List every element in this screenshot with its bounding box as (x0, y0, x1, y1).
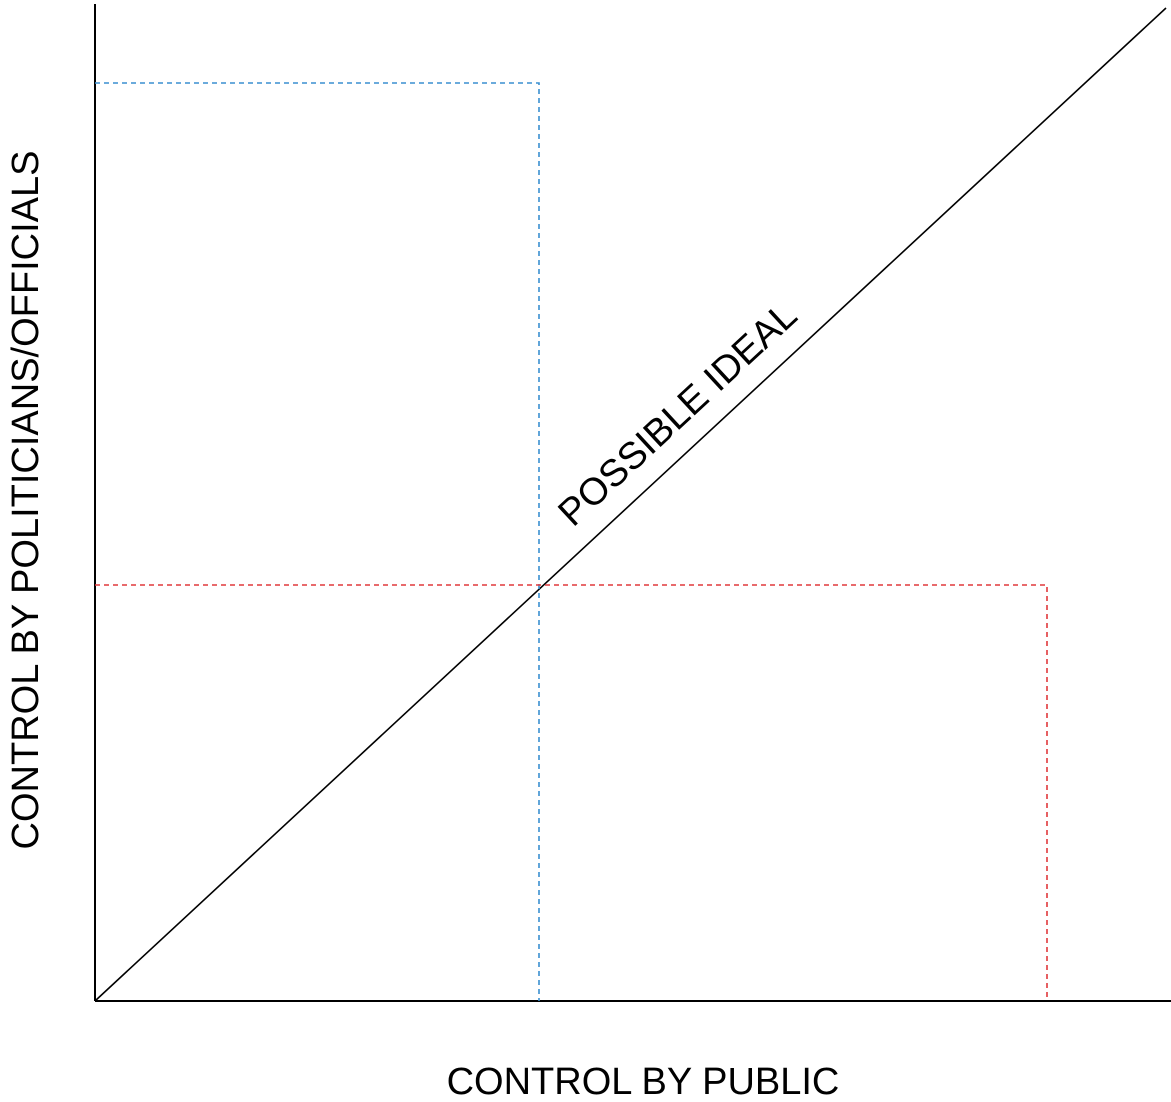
x-axis-label: CONTROL BY PUBLIC (447, 1061, 840, 1102)
possible-ideal-line (94, 7, 1167, 1002)
possible-ideal-label: POSSIBLE IDEAL (551, 294, 806, 534)
red-dashed-boundary (95, 584, 1048, 1001)
blue-dashed-boundary (95, 82, 540, 1001)
y-axis-label: CONTROL BY POLITICIANS/OFFICIALS (5, 151, 47, 850)
